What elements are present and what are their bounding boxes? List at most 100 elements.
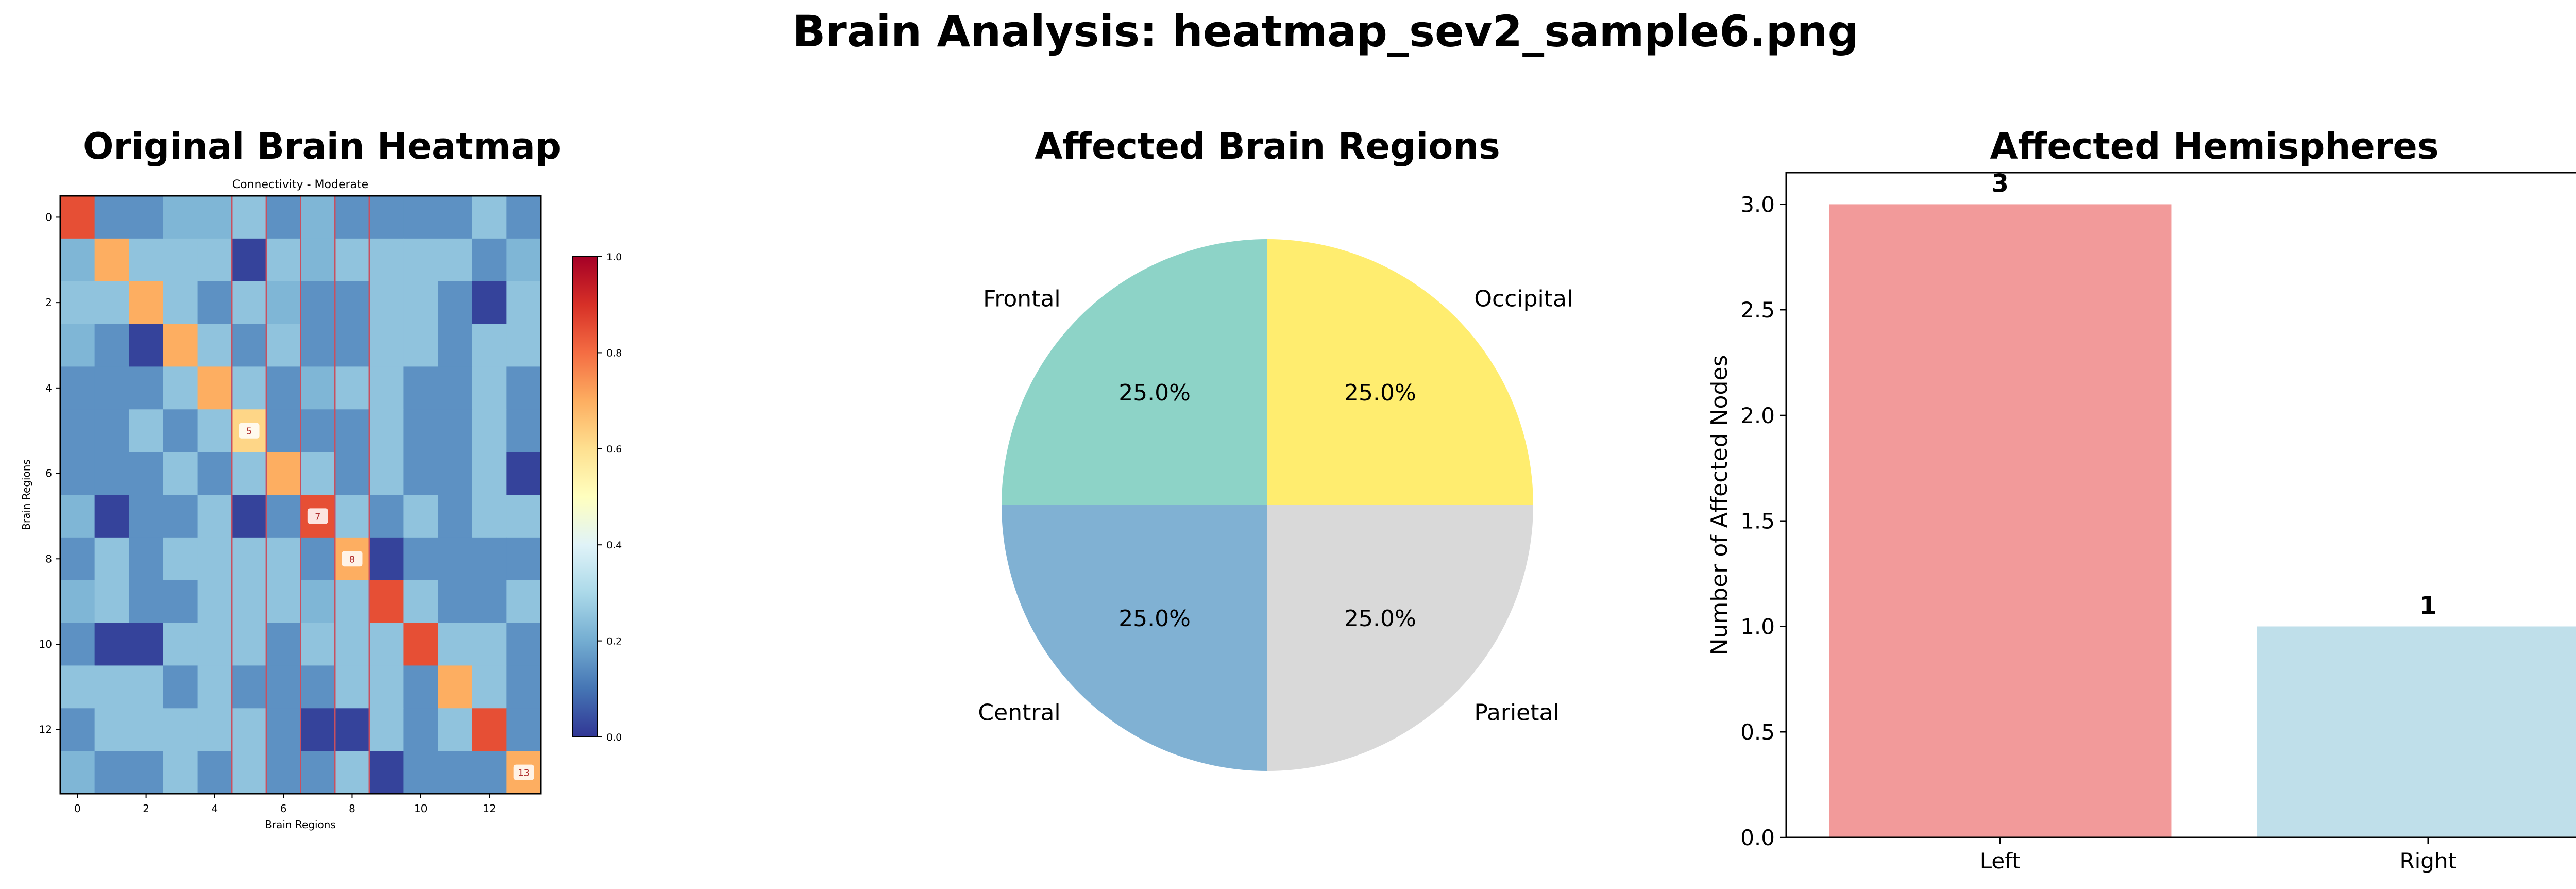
heatmap-cell xyxy=(129,665,164,709)
heatmap-cell xyxy=(163,623,198,666)
heatmap-cell xyxy=(472,580,507,624)
heatmap-x-tick-label: 0 xyxy=(74,802,81,815)
heatmap-cell xyxy=(506,324,541,367)
heatmap-cell xyxy=(472,708,507,751)
heatmap-cell xyxy=(129,537,164,581)
heatmap-cell xyxy=(369,238,404,282)
heatmap-cell xyxy=(335,495,370,538)
heatmap-cell xyxy=(335,452,370,495)
heatmap-cell xyxy=(197,665,232,709)
heatmap-cell xyxy=(232,452,267,495)
pie-slices xyxy=(1002,239,1533,771)
pie-slice xyxy=(1267,239,1533,505)
heatmap-cell xyxy=(129,238,164,282)
heatmap-cell xyxy=(506,452,541,495)
heatmap-frame xyxy=(59,195,542,795)
heatmap-panel: Original Brain Heatmap Connectivity - Mo… xyxy=(20,125,622,831)
heatmap-cell xyxy=(300,324,335,367)
heatmap-cell xyxy=(369,495,404,538)
heatmap-node-label: 8 xyxy=(349,554,355,565)
bar-y-tick-label: 3.0 xyxy=(1740,192,1775,217)
colorbar-tick-label: 0.4 xyxy=(606,540,622,551)
heatmap-cell xyxy=(438,708,473,751)
heatmap-cell xyxy=(369,623,404,666)
heatmap-cell xyxy=(60,751,95,794)
heatmap-y-tick-label: 8 xyxy=(45,552,52,565)
bar-x-tick-label: Left xyxy=(1980,848,2021,874)
heatmap-cell xyxy=(232,366,267,410)
heatmap-cell xyxy=(163,580,198,624)
heatmap-cell xyxy=(300,708,335,751)
heatmap-cell xyxy=(197,409,232,452)
heatmap-cell xyxy=(369,281,404,325)
heatmap-cell xyxy=(438,281,473,325)
heatmap-cell xyxy=(94,409,129,452)
heatmap-cell xyxy=(472,495,507,538)
heatmap-cell xyxy=(266,708,301,751)
heatmap-cell xyxy=(232,537,267,581)
pie-slice xyxy=(1267,505,1533,771)
bar-y-tick-label: 1.0 xyxy=(1740,614,1775,639)
heatmap-cell xyxy=(369,537,404,581)
pie-panel: Affected Brain Regions Frontal 25.0% Centr… xyxy=(978,125,1573,771)
colorbar-tick-label: 0.8 xyxy=(606,347,622,359)
heatmap-cell xyxy=(94,580,129,624)
heatmap-cell xyxy=(472,452,507,495)
heatmap-x-tick-label: 12 xyxy=(483,802,496,815)
bar xyxy=(2257,626,2576,837)
bar-ylabel: Number of Affected Nodes xyxy=(1706,355,1733,656)
pie-percent-label: 25.0% xyxy=(1118,380,1191,406)
colorbar-ticks: 0.0 0.2 0.4 0.6 0.8 1.0 xyxy=(597,251,622,743)
heatmap-cell xyxy=(60,665,95,709)
heatmap-cell xyxy=(197,281,232,325)
heatmap-ylabel: Brain Regions xyxy=(20,459,32,530)
heatmap-cell xyxy=(472,366,507,410)
heatmap-cell xyxy=(60,623,95,666)
heatmap-cell xyxy=(129,324,164,367)
heatmap-cell xyxy=(369,751,404,794)
heatmap-cell xyxy=(60,452,95,495)
bar-y-tick-label: 0.5 xyxy=(1740,719,1775,745)
heatmap-x-tick-label: 8 xyxy=(349,802,355,815)
heatmap-panel-title: Original Brain Heatmap xyxy=(83,125,561,167)
heatmap-cell xyxy=(403,495,438,538)
heatmap-cell xyxy=(403,665,438,709)
heatmap-cell xyxy=(438,324,473,367)
heatmap-cells xyxy=(60,196,541,794)
heatmap-cell xyxy=(335,708,370,751)
heatmap-cell xyxy=(300,537,335,581)
heatmap-cell xyxy=(60,196,95,239)
heatmap-cell xyxy=(506,665,541,709)
heatmap-cell xyxy=(60,537,95,581)
heatmap-cell xyxy=(335,665,370,709)
heatmap-cell xyxy=(197,366,232,410)
heatmap-cell xyxy=(129,409,164,452)
bar-y-tick-label: 2.0 xyxy=(1740,403,1775,428)
heatmap-cell xyxy=(197,580,232,624)
heatmap-cell xyxy=(403,452,438,495)
heatmap-cell xyxy=(129,281,164,325)
heatmap-cell xyxy=(163,665,198,709)
heatmap-cell xyxy=(94,665,129,709)
heatmap-cell xyxy=(129,196,164,239)
bar-panel: Affected Hemispheres 31 Left Right0.00.51… xyxy=(1706,125,2576,874)
heatmap-cell xyxy=(266,324,301,367)
heatmap-cell xyxy=(266,238,301,282)
heatmap-node-label: 13 xyxy=(518,768,530,779)
heatmap-cell xyxy=(335,196,370,239)
heatmap-cell xyxy=(266,623,301,666)
heatmap-cell xyxy=(472,665,507,709)
heatmap-cell xyxy=(438,366,473,410)
heatmap-cell xyxy=(403,196,438,239)
heatmap-cell xyxy=(197,708,232,751)
heatmap-cell xyxy=(266,196,301,239)
pie-percent-label: 25.0% xyxy=(1344,380,1416,406)
bar-y-tick-label: 2.5 xyxy=(1740,297,1775,323)
heatmap-cell xyxy=(163,281,198,325)
heatmap-y-tick-label: 0 xyxy=(45,211,52,223)
heatmap-cell xyxy=(129,708,164,751)
heatmap-cell xyxy=(369,366,404,410)
heatmap-cell xyxy=(232,238,267,282)
heatmap-cell xyxy=(506,196,541,239)
heatmap-node-label-box xyxy=(307,508,328,524)
